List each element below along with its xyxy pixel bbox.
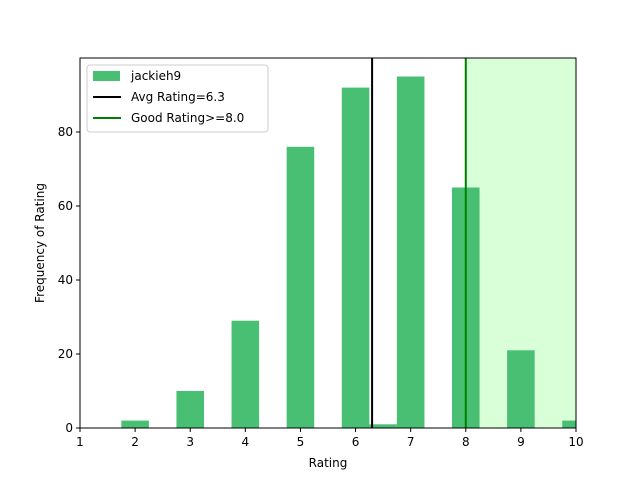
legend-box xyxy=(86,64,269,133)
y-tick-label: 40 xyxy=(58,273,73,287)
y-tick-label: 60 xyxy=(58,199,73,213)
bar-rating-2 xyxy=(121,420,149,428)
x-tick-label: 5 xyxy=(297,435,305,449)
y-tick-label: 80 xyxy=(58,125,73,139)
x-tick-label: 4 xyxy=(242,435,250,449)
legend-label: Avg Rating=6.3 xyxy=(131,90,225,104)
y-ticks: 0 20 40 60 80 xyxy=(58,125,80,435)
x-ticks: 1 2 3 4 5 6 7 8 9 10 xyxy=(76,428,584,449)
axes xyxy=(79,57,577,429)
x-axis-label: Rating xyxy=(309,456,348,470)
bar-rating-5 xyxy=(286,146,315,428)
bar-rating-7 xyxy=(396,76,425,428)
bar-rating-9 xyxy=(507,350,535,428)
x-tick-label: 3 xyxy=(186,435,194,449)
bar-rating-6-5 xyxy=(369,424,397,428)
x-tick-label: 6 xyxy=(352,435,360,449)
x-tick-label: 1 xyxy=(76,435,84,449)
x-tick-label: 9 xyxy=(517,435,525,449)
bar-rating-10 xyxy=(562,420,576,428)
bar-rating-3 xyxy=(176,391,204,428)
reference-lines xyxy=(371,58,467,428)
y-axis-label: Frequency of Rating xyxy=(33,183,47,303)
legend-label: Good Rating>=8.0 xyxy=(131,111,244,125)
legend: jackieh9 Avg Rating=6.3 Good Rating>=8.0 xyxy=(86,64,269,133)
x-tick-label: 2 xyxy=(131,435,139,449)
plot-frame xyxy=(79,57,577,429)
legend-label: jackieh9 xyxy=(130,69,181,83)
bars xyxy=(121,76,576,428)
x-tick-label: 7 xyxy=(407,435,415,449)
y-tick-label: 0 xyxy=(65,421,73,435)
legend-swatch xyxy=(93,71,120,81)
x-tick-label: 10 xyxy=(568,435,583,449)
bar-rating-6 xyxy=(341,87,370,428)
x-tick-label: 8 xyxy=(462,435,470,449)
bar-rating-4 xyxy=(231,320,260,428)
y-tick-label: 20 xyxy=(58,347,73,361)
